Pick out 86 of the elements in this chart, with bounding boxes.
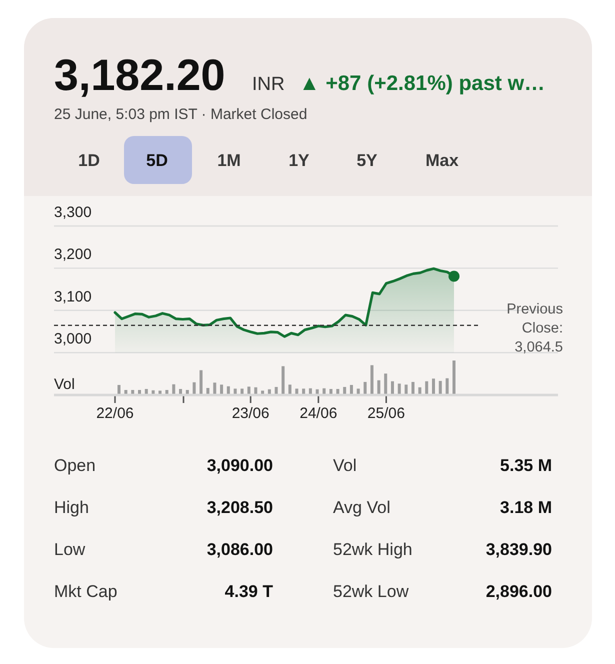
- text: 52wk High: [333, 540, 412, 559]
- chart-title: 3,182.20: [54, 51, 226, 100]
- text: Mkt Cap: [54, 582, 118, 601]
- bar: [234, 388, 237, 394]
- bar: [350, 384, 353, 394]
- bar: [438, 380, 442, 394]
- bar: [425, 381, 428, 394]
- ref-line-label: Previous Close: 3,064.5: [506, 301, 563, 356]
- bar: [370, 365, 374, 394]
- bar: [452, 360, 456, 394]
- bar: [254, 387, 258, 394]
- text: 1D: [78, 151, 100, 170]
- bar: [302, 388, 306, 394]
- text: ▲ +87 (+2.81%) past w…: [299, 72, 546, 95]
- bar: [268, 389, 271, 394]
- x-tick-label: 22/06: [96, 405, 134, 422]
- bar: [247, 386, 250, 394]
- text: 3,839.90: [486, 540, 552, 559]
- x-tick-label: 23/06: [232, 405, 270, 422]
- bar: [172, 384, 176, 394]
- bar: [356, 388, 360, 394]
- bar: [398, 384, 401, 394]
- bar: [316, 389, 319, 394]
- bar: [364, 382, 367, 394]
- bar: [377, 380, 380, 394]
- bar: [329, 388, 332, 394]
- y-axis-title: Vol: [54, 376, 75, 393]
- x-tick-label: 24/06: [300, 405, 338, 422]
- text: 52wk Low: [333, 582, 410, 601]
- text: 4.39 T: [224, 582, 274, 601]
- text: Avg Vol: [333, 498, 390, 517]
- bar: [192, 382, 196, 394]
- bar: [411, 382, 414, 394]
- text: Vol: [333, 456, 357, 475]
- text: INR: [252, 74, 285, 95]
- bar: [308, 388, 312, 394]
- y-tick-label: 3,100: [54, 288, 92, 306]
- bar: [179, 388, 182, 394]
- bar: [322, 388, 326, 394]
- bar: [390, 381, 394, 394]
- bar: [144, 388, 148, 394]
- bar: [446, 378, 449, 394]
- text: 3,090.00: [206, 456, 273, 475]
- bar: [288, 384, 292, 394]
- bar: [295, 388, 298, 394]
- text: 3,086.00: [206, 540, 273, 559]
- text: 1M: [217, 151, 241, 170]
- bar: [152, 390, 155, 394]
- text: 1Y: [288, 151, 310, 170]
- text: 3.18 M: [500, 498, 552, 517]
- bar: [261, 390, 264, 394]
- bar: [206, 388, 210, 394]
- text: Open: [54, 456, 96, 475]
- bar: [418, 387, 422, 394]
- bar: [124, 390, 128, 394]
- bar: [404, 384, 408, 394]
- bar: [240, 388, 244, 394]
- bar: [200, 370, 203, 394]
- x-tick-label: 25/06: [367, 405, 405, 422]
- chart-subtitle: 25 June, 5:03 pm IST · Market Closed: [54, 106, 308, 123]
- text: High: [54, 498, 89, 517]
- bar: [138, 390, 142, 394]
- bar: [131, 390, 134, 394]
- text: 5D: [146, 151, 168, 170]
- bar: [343, 386, 346, 394]
- text: 2,896.00: [486, 582, 552, 601]
- y-tick-label: 3,200: [54, 246, 92, 264]
- bar: [336, 388, 340, 394]
- bar: [220, 384, 224, 394]
- text: 5Y: [356, 151, 378, 170]
- bar: [186, 390, 189, 394]
- y-tick-label: 3,300: [54, 204, 92, 221]
- bar: [226, 386, 230, 394]
- bar: [158, 390, 162, 394]
- text: 5.35 M: [500, 456, 552, 475]
- bar: [118, 384, 120, 394]
- bar: [213, 382, 216, 394]
- y-tick-label: 3,000: [54, 330, 92, 348]
- text: Low: [54, 540, 86, 559]
- bar: [432, 378, 435, 394]
- text: Max: [425, 151, 460, 170]
- text: 3,208.50: [206, 498, 273, 517]
- bar: [165, 390, 168, 394]
- bar: [282, 366, 285, 394]
- bar: [384, 374, 388, 394]
- bar: [274, 386, 278, 394]
